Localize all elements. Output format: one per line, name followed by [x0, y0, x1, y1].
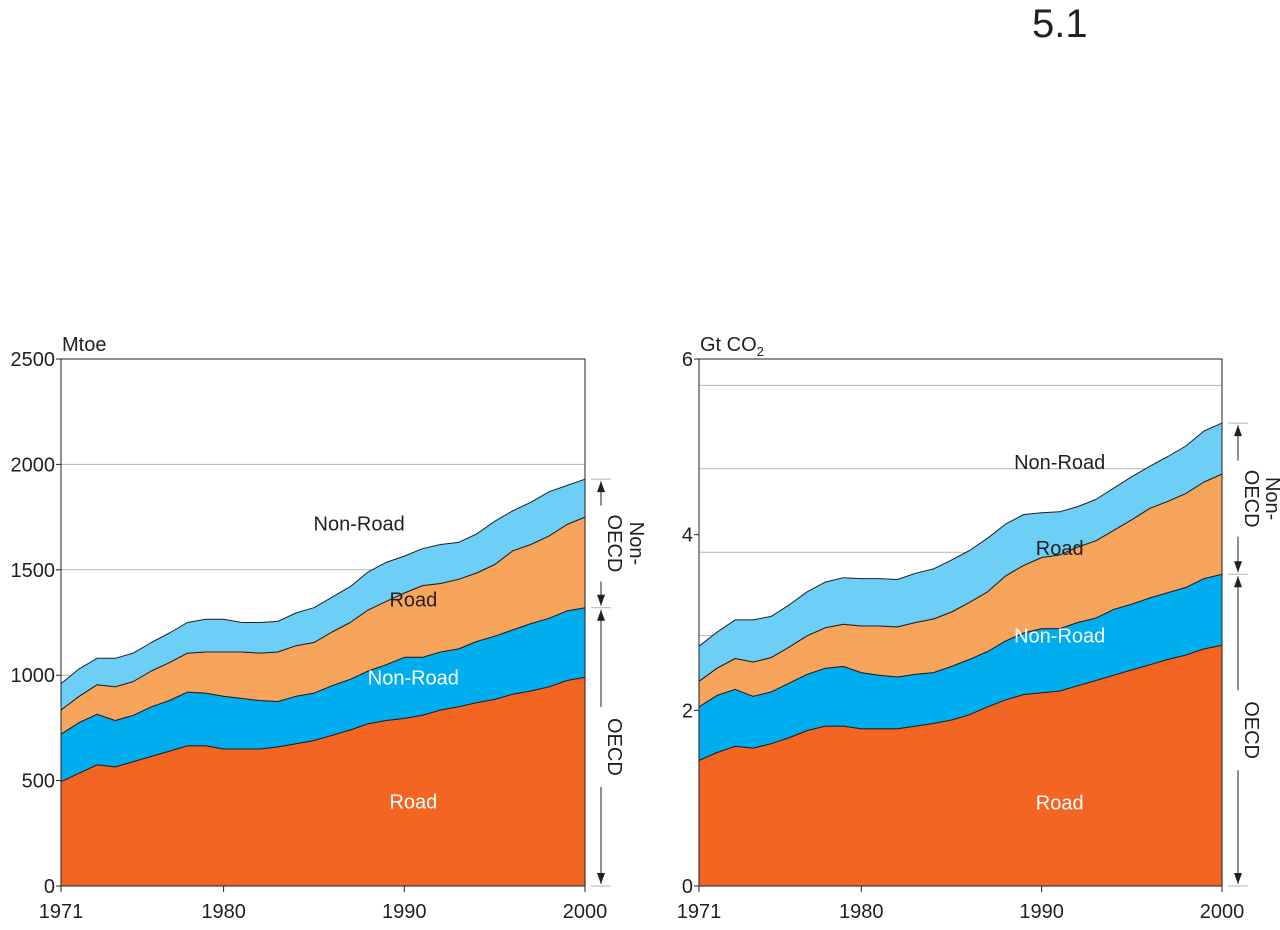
- group-label-non-oecd-2: OECD: [603, 515, 625, 573]
- y-axis-label: Mtoe: [62, 334, 106, 356]
- arrow-up-icon: [1234, 576, 1242, 588]
- group-label-non-oecd-2: OECD: [1240, 470, 1262, 528]
- chart-co2-emissions: Road Non-Road Road Non-Road 0 2 4 6 1971 1980 1990…: [677, 334, 1280, 923]
- y-tick-label: 6: [682, 349, 693, 371]
- group-label-non-oecd-1: Non-: [625, 522, 647, 565]
- x-tick-label: 2000: [1200, 901, 1245, 923]
- group-brackets: OECD Non-OECD: [1228, 422, 1280, 887]
- y-tick-label: 0: [682, 876, 693, 898]
- series-label: Road: [389, 589, 437, 611]
- plot-border: [60, 358, 586, 887]
- y-tick-label: 2: [682, 700, 693, 722]
- y-tick-label: 0: [44, 876, 55, 898]
- series-label: Road: [1036, 538, 1084, 560]
- arrow-down-icon: [597, 873, 605, 884]
- y-axis-label: Gt CO2: [700, 334, 764, 359]
- group-label-oecd: OECD: [603, 718, 625, 776]
- y-tick-label: 500: [22, 771, 55, 793]
- series-label: Non-Road: [368, 667, 459, 689]
- group-label-non-oecd-1: Non-: [1261, 477, 1280, 520]
- arrow-up-icon: [597, 481, 605, 493]
- y-tick-label: 4: [682, 525, 693, 547]
- x-tick-label: 1971: [39, 901, 84, 923]
- chart-energy-mtoe: Road Non-Road Road Non-Road 0 500 1000 1500 2000…: [11, 334, 648, 923]
- arrow-down-icon: [597, 594, 605, 606]
- x-tick-label: 1971: [677, 901, 722, 923]
- series-label: Non-Road: [314, 513, 405, 535]
- x-tick-label: 1980: [201, 901, 246, 923]
- y-tick-label: 2000: [11, 454, 56, 476]
- arrow-down-icon: [1234, 561, 1242, 573]
- series-label: Road: [1036, 793, 1084, 815]
- x-tick-label: 1990: [1019, 901, 1064, 923]
- series-label: Non-Road: [1014, 626, 1105, 648]
- series-label: Road: [389, 792, 437, 814]
- x-tick-label: 1990: [382, 901, 427, 923]
- figure-number: 5.1: [1032, 2, 1088, 46]
- arrow-up-icon: [597, 609, 605, 621]
- x-tick-label: 1980: [839, 901, 884, 923]
- arrow-up-icon: [1234, 425, 1242, 437]
- arrow-down-icon: [1234, 873, 1242, 884]
- y-tick-label: 2500: [11, 349, 56, 371]
- group-label-oecd: OECD: [1240, 701, 1262, 759]
- plot-border: [698, 358, 1223, 887]
- group-brackets: OECD Non-OECD: [591, 478, 647, 887]
- y-tick-label: 1000: [11, 665, 56, 687]
- x-tick-label: 2000: [563, 901, 608, 923]
- y-tick-label: 1500: [11, 560, 56, 582]
- series-label: Non-Road: [1014, 452, 1105, 474]
